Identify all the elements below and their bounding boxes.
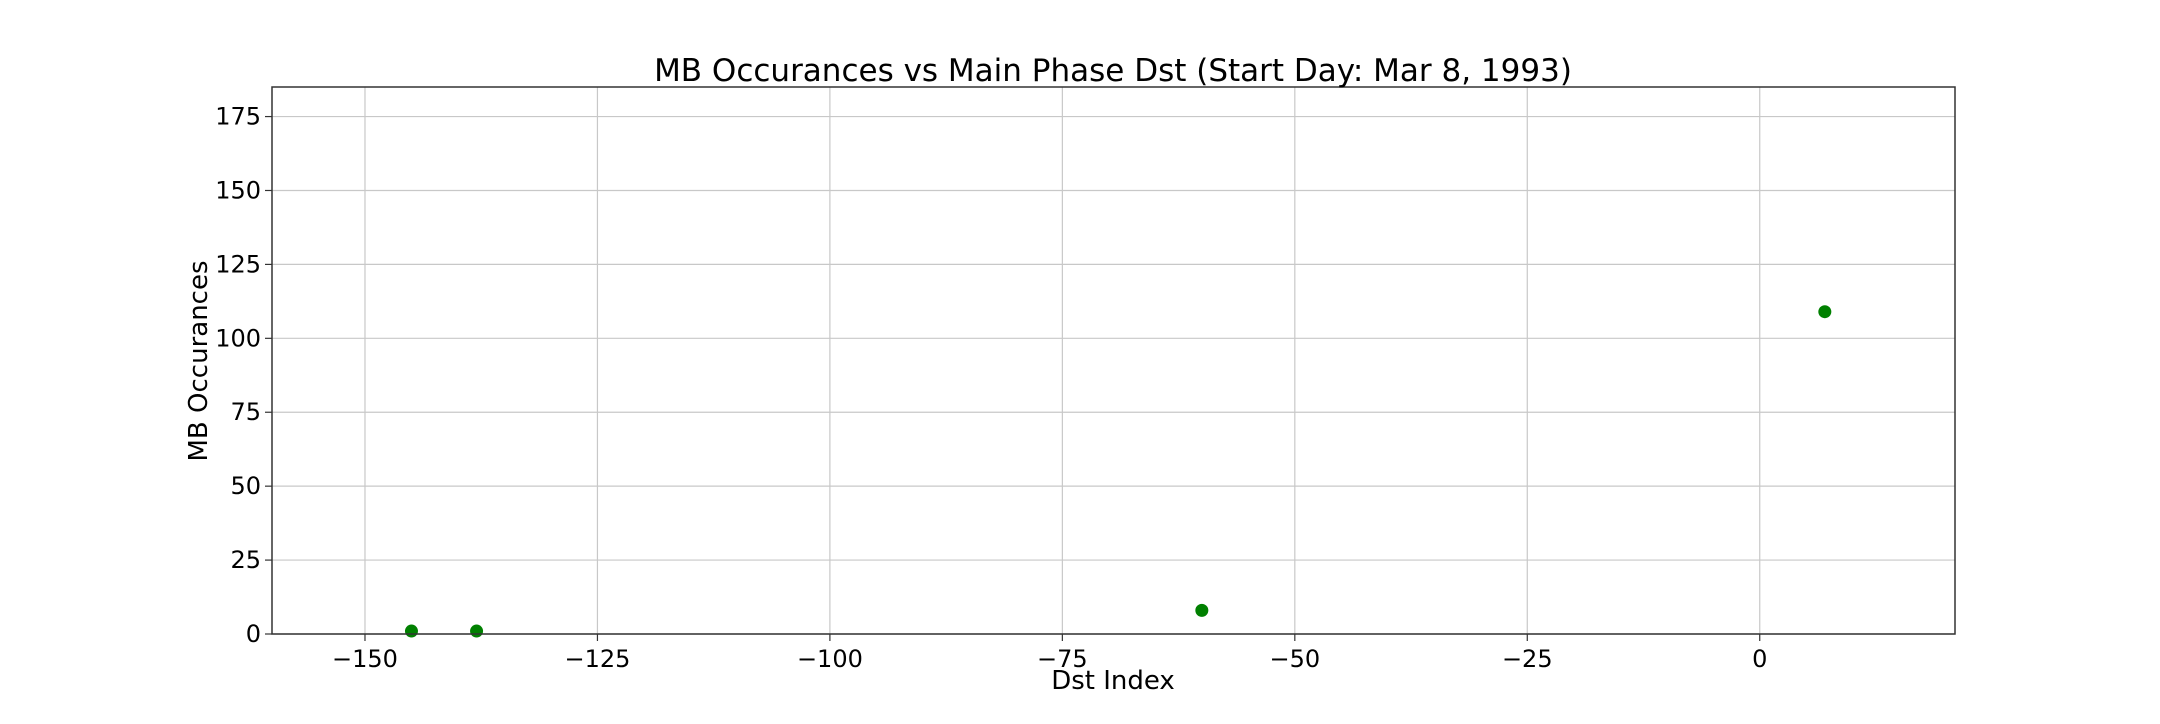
x-tick-label: −100 [797, 645, 863, 673]
y-tick-label: 50 [230, 472, 261, 500]
plot-frame [271, 86, 1956, 635]
y-tick-label: 175 [215, 103, 261, 131]
grid-lines [272, 87, 1955, 635]
chart-title: MB Occurances vs Main Phase Dst (Start D… [654, 53, 1572, 89]
data-point [404, 624, 418, 638]
data-point [470, 624, 484, 638]
x-axis-ticks: −150 −125 −100 −75 −50 −25 0 [332, 634, 1767, 673]
x-axis-label: Dst Index [1051, 666, 1175, 696]
data-point [1195, 603, 1209, 617]
x-tick-label: −50 [1269, 645, 1320, 673]
x-tick-label: −25 [1502, 645, 1553, 673]
y-tick-label: 0 [246, 620, 261, 648]
x-tick-label: −125 [564, 645, 630, 673]
y-axis-ticks: 0 25 50 75 100 125 150 175 [215, 103, 272, 648]
y-tick-label: 100 [215, 324, 261, 352]
x-tick-label: −150 [332, 645, 398, 673]
y-tick-label: 125 [215, 250, 261, 278]
y-tick-label: 75 [230, 398, 261, 426]
x-tick-label: 0 [1752, 645, 1767, 673]
y-tick-label: 25 [230, 546, 261, 574]
y-axis-label: MB Occurances [184, 260, 214, 461]
y-tick-label: 150 [215, 176, 261, 204]
x-tick-label: −75 [1037, 645, 1088, 673]
data-point [1818, 305, 1832, 319]
